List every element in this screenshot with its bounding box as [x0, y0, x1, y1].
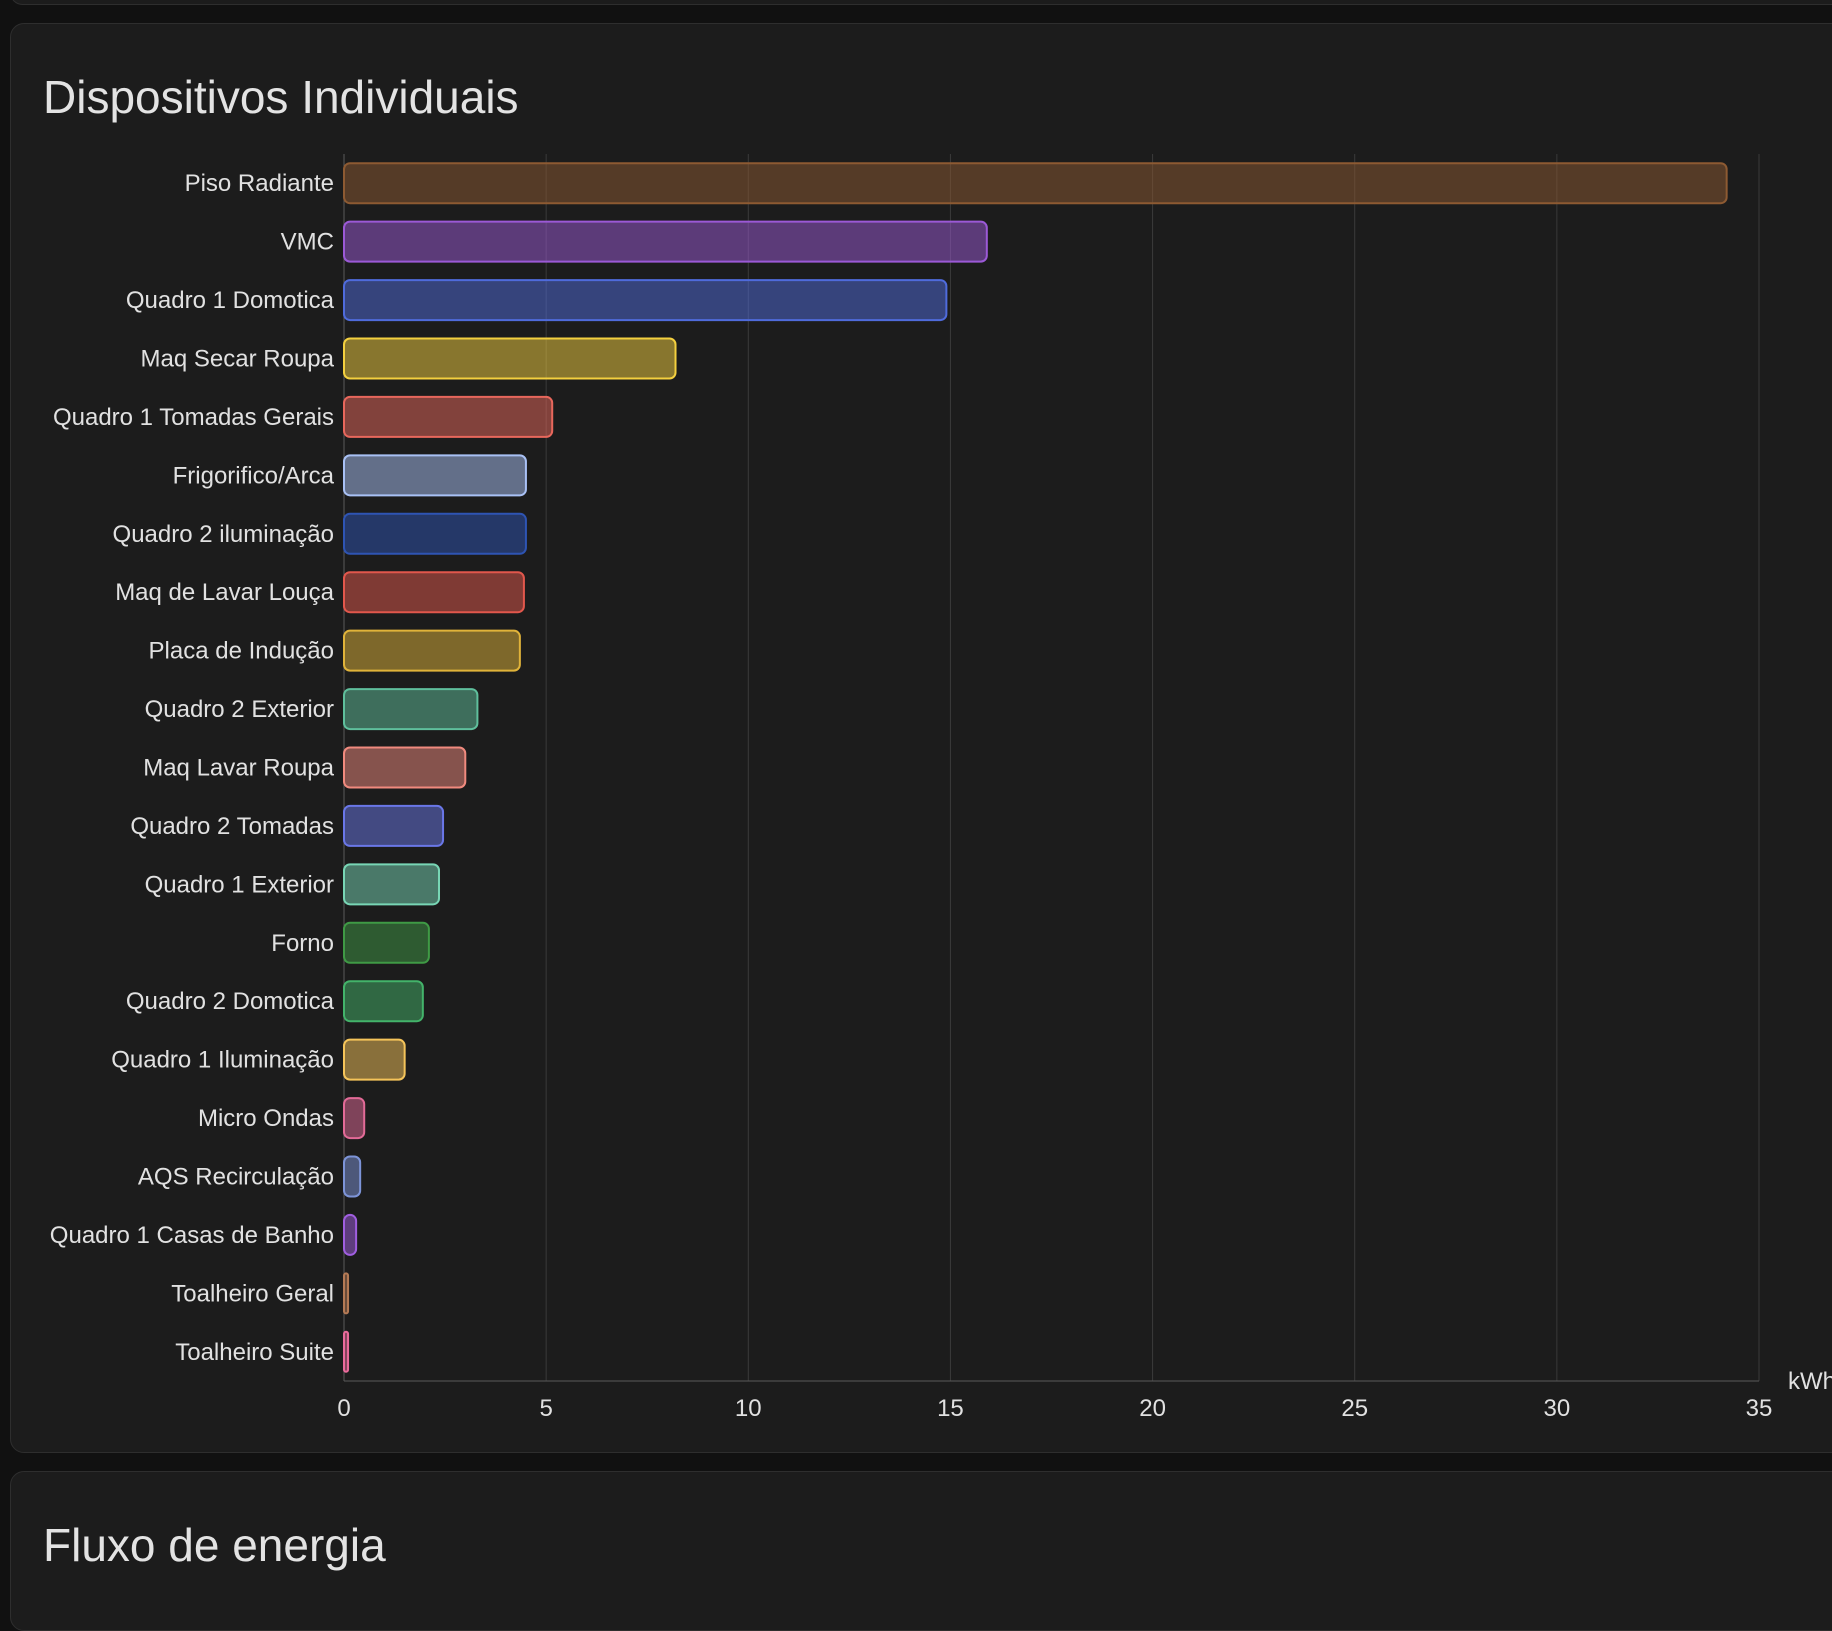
bar[interactable] [343, 1097, 366, 1140]
bar[interactable] [343, 921, 430, 964]
bar[interactable] [343, 512, 527, 555]
category-label: Placa de Indução [149, 638, 334, 665]
chart-bars [343, 162, 1728, 1373]
energy-flow-card-title: Fluxo de energia [43, 1519, 386, 1571]
category-label: Toalheiro Geral [171, 1280, 334, 1307]
category-label: Quadro 2 Domotica [126, 988, 335, 1015]
x-tick-label: 10 [735, 1395, 762, 1422]
category-label: Micro Ondas [198, 1105, 334, 1132]
category-label: Piso Radiante [185, 170, 334, 197]
category-label: Quadro 2 Tomadas [130, 813, 334, 840]
category-label: Quadro 1 Exterior [145, 871, 334, 898]
bar[interactable] [343, 220, 988, 263]
bar[interactable] [343, 337, 677, 380]
bar[interactable] [343, 1155, 362, 1198]
category-label: Toalheiro Suite [175, 1339, 334, 1366]
chart-category-labels: Piso Radiante VMC Quadro 1 Domotica Maq Sec… [50, 170, 335, 1366]
bar[interactable] [343, 1272, 350, 1315]
x-tick-label: 15 [937, 1395, 964, 1422]
category-label: Maq Secar Roupa [141, 346, 335, 373]
bar[interactable] [343, 162, 1728, 205]
category-label: VMC [281, 229, 334, 256]
devices-card-title: Dispositivos Individuais [43, 71, 519, 123]
bar[interactable] [343, 1330, 350, 1373]
bar[interactable] [343, 863, 441, 906]
category-label: Quadro 1 Tomadas Gerais [53, 404, 334, 431]
bar[interactable] [343, 395, 554, 438]
category-label: Quadro 2 iluminação [113, 521, 334, 548]
chart-x-axis: 0 5 10 15 20 25 30 35 kWh [337, 1368, 1832, 1422]
bar[interactable] [343, 1213, 358, 1256]
bar[interactable] [343, 279, 948, 322]
x-tick-label: 5 [539, 1395, 552, 1422]
category-label: Forno [271, 930, 334, 957]
category-label: Frigorifico/Arca [173, 462, 335, 489]
bar[interactable] [343, 980, 424, 1023]
bar[interactable] [343, 629, 521, 672]
energy-flow-card: Fluxo de energia [10, 1471, 1832, 1631]
category-label: AQS Recirculação [138, 1164, 334, 1191]
chart-grid [343, 154, 1760, 1382]
x-tick-label: 35 [1746, 1395, 1773, 1422]
category-label: Quadro 2 Exterior [145, 696, 334, 723]
category-label: Maq Lavar Roupa [143, 755, 334, 782]
bar[interactable] [343, 1038, 406, 1081]
category-label: Quadro 1 Iluminação [111, 1047, 334, 1074]
devices-bar-chart: Piso Radiante VMC Quadro 1 Domotica Maq Sec… [50, 154, 1832, 1422]
bar[interactable] [343, 804, 445, 847]
x-tick-label: 25 [1341, 1395, 1368, 1422]
x-tick-label: 0 [337, 1395, 350, 1422]
category-label: Quadro 1 Domotica [126, 287, 335, 314]
bar[interactable] [343, 688, 479, 731]
x-tick-label: 20 [1139, 1395, 1166, 1422]
category-label: Quadro 1 Casas de Banho [50, 1222, 334, 1249]
bar[interactable] [343, 454, 527, 497]
category-label: Maq de Lavar Louça [115, 579, 334, 606]
bar[interactable] [343, 746, 467, 789]
x-tick-label: 30 [1544, 1395, 1571, 1422]
x-axis-unit-label: kWh [1788, 1368, 1832, 1395]
bar[interactable] [343, 571, 525, 614]
